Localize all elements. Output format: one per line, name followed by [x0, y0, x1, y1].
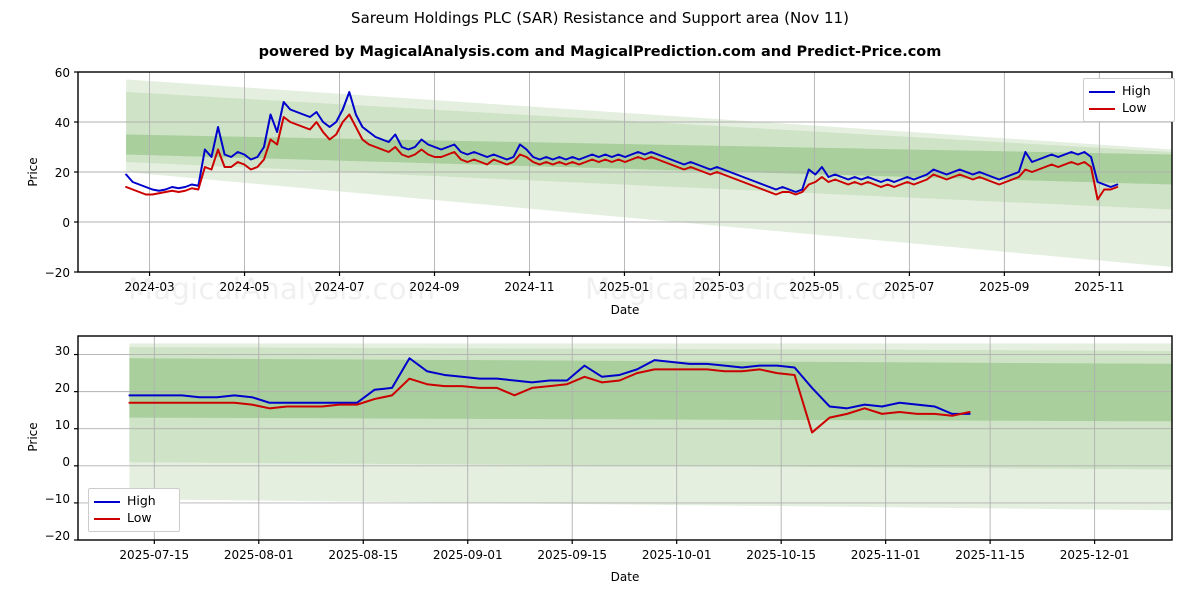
lower-chart-xtick: 2025-10-15	[746, 548, 817, 562]
page-title: Sareum Holdings PLC (SAR) Resistance and…	[351, 9, 849, 27]
high-line-swatch	[1089, 90, 1115, 93]
high-line-swatch-lower	[94, 500, 120, 503]
upper-ytick-40: 40	[54, 116, 70, 130]
inner-band	[129, 358, 1172, 422]
lower-ytick-neg10: −10	[44, 492, 70, 506]
legend-row-high: High	[1089, 83, 1167, 100]
upper-chart-xtick: 2024-05	[219, 280, 270, 294]
upper-chart-xtick: 2024-07	[314, 280, 365, 294]
upper-chart-xtick: 2025-09	[979, 280, 1030, 294]
lower-chart-xtick: 2025-09-15	[537, 548, 608, 562]
lower-chart-xtick: 2025-08-15	[328, 548, 399, 562]
lower-xlabel: Date	[610, 570, 640, 584]
upper-chart-xtick: 2025-05	[789, 280, 840, 294]
legend-row-low: Low	[1089, 100, 1167, 117]
lower-chart-xtick: 2025-07-15	[119, 548, 190, 562]
lower-chart-xtick: 2025-11-15	[955, 548, 1025, 562]
lower-ytick-30: 30	[54, 344, 70, 358]
upper-chart-legend: High Low	[1083, 78, 1175, 122]
lower-chart-xtick: 2025-11-01	[850, 548, 921, 562]
lower-chart-xtick: 2025-09-01	[432, 548, 503, 562]
page-subtitle: powered by MagicalAnalysis.com and Magic…	[258, 44, 942, 60]
upper-chart-xtick: 2025-03	[694, 280, 745, 294]
plot-border	[77, 335, 1173, 541]
legend-row-low-lower: Low	[94, 510, 172, 527]
legend-label-low-lower: Low	[127, 510, 152, 526]
lower-chart-xtick: 2025-08-01	[223, 548, 294, 562]
series-line-low	[128, 368, 971, 434]
lower-chart-xtick: 2025-12-01	[1059, 548, 1130, 562]
upper-chart-xtick: 2025-01	[599, 280, 650, 294]
legend-label-high-lower: High	[127, 493, 156, 509]
legend-label-low: Low	[1122, 100, 1147, 116]
upper-ytick-0: 0	[62, 216, 70, 230]
lower-ytick-20: 20	[54, 381, 70, 395]
upper-chart-xtick: 2024-09	[409, 280, 460, 294]
low-line-swatch	[1089, 107, 1115, 110]
legend-label-high: High	[1122, 83, 1151, 99]
upper-ytick-60: 60	[54, 66, 70, 80]
upper-chart-xtick: 2024-11	[504, 280, 555, 294]
legend-row-high-lower: High	[94, 493, 172, 510]
upper-chart-xtick: 2025-07	[884, 280, 935, 294]
lower-chart-xtick: 2025-10-01	[641, 548, 712, 562]
series-line-low	[125, 113, 1119, 201]
lower-chart-legend: High Low	[88, 488, 180, 532]
lower-ytick-neg20: −20	[44, 529, 70, 543]
upper-chart-xtick: 2025-11	[1074, 280, 1125, 294]
lower-ytick-10: 10	[54, 418, 70, 432]
lower-ytick-0: 0	[62, 455, 70, 469]
upper-chart-xtick: 2024-03	[124, 280, 175, 294]
series-line-high	[128, 357, 971, 415]
upper-ytick-20: 20	[54, 166, 70, 180]
upper-ytick-neg20: −20	[44, 266, 70, 280]
low-line-swatch-lower	[94, 517, 120, 520]
series-line-high	[125, 91, 1119, 193]
upper-xlabel: Date	[610, 303, 640, 317]
